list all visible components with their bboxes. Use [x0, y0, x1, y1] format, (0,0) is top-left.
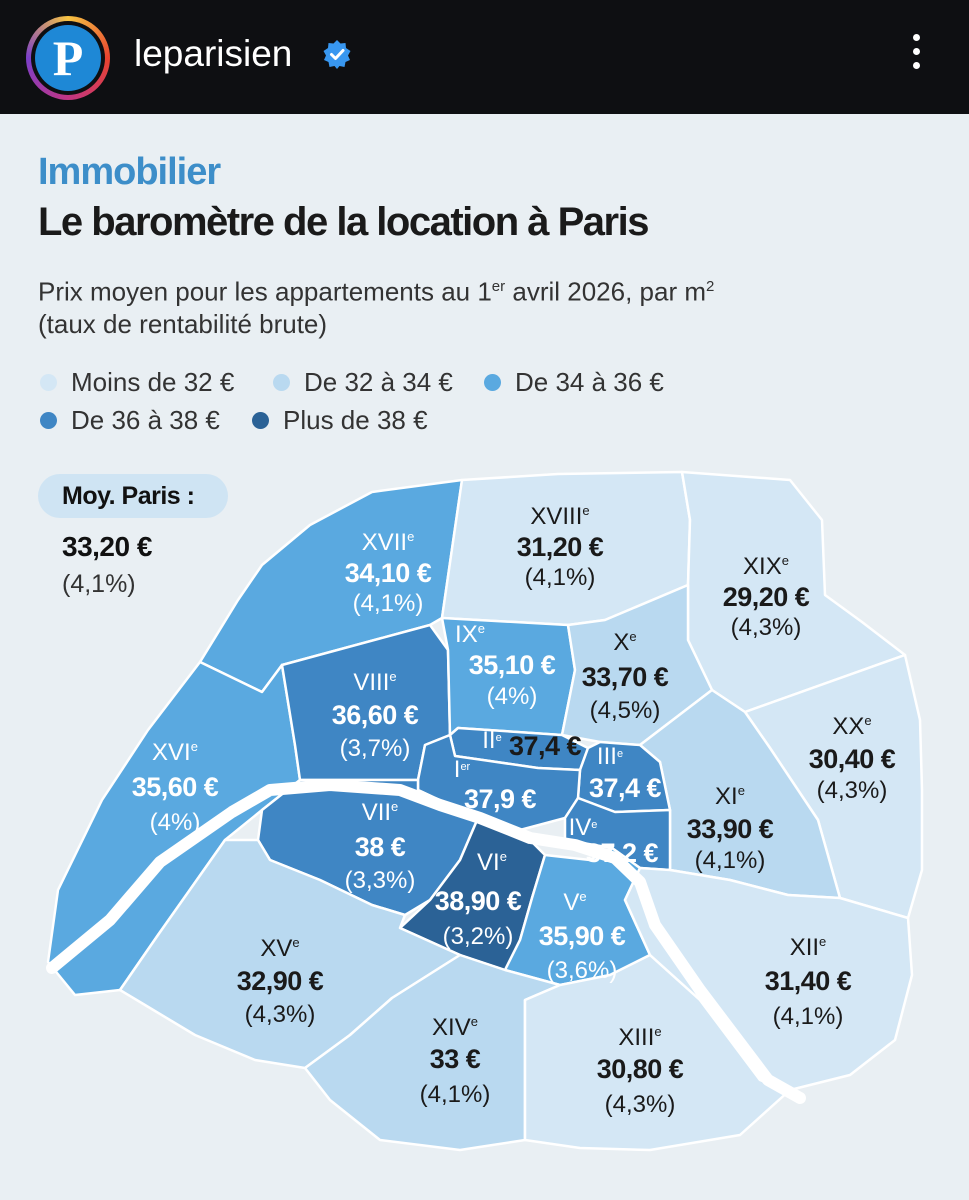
label-XIII: XIIIe 30,80 € (4,3%): [597, 1024, 684, 1118]
label-IX-values: 35,10 € (4%): [469, 650, 556, 710]
label-XV: XVe 32,90 € (4,3%): [237, 935, 324, 1028]
label-XI: XIe 33,90 € (4,1%): [687, 783, 774, 874]
legend-item-band4: De 36 à 38 €: [40, 404, 220, 436]
region-XIII: [523, 953, 792, 1152]
average-badge: [38, 474, 228, 518]
label-VI: VIe 38,90 € (3,2%): [435, 849, 522, 950]
label-IV: IVe 37,2 €: [569, 814, 659, 868]
legend-swatch: [40, 373, 57, 391]
label-XIX: XIXe 29,20 € (4,3%): [723, 553, 810, 641]
region-XIV: [303, 953, 562, 1152]
verified-badge-icon: [323, 40, 351, 69]
subtitle-line2: (taux de rentabilité brute): [38, 309, 328, 339]
post-header: P leparisien: [0, 0, 969, 114]
legend-item-band2: De 32 à 34 €: [273, 366, 453, 398]
label-VIII: VIIIe 36,60 € (3,7%): [332, 669, 419, 762]
page-title: Le baromètre de la location à Paris: [38, 200, 649, 244]
avatar[interactable]: P: [26, 16, 110, 100]
label-II: IIe 37,4 €: [482, 727, 581, 761]
label-III: IIIe 37,4 €: [589, 743, 662, 803]
username[interactable]: leparisien: [134, 33, 293, 74]
average-label: Moy. Paris :: [62, 482, 195, 510]
legend-item-band5: Plus de 38 €: [252, 404, 428, 436]
label-V: Ve 35,90 € (3,6%): [539, 889, 626, 984]
label-X: Xe 33,70 € (4,5%): [582, 629, 669, 724]
legend-item-band1: Moins de 32 €: [40, 366, 234, 398]
label-XII: XIIe 31,40 € (4,1%): [765, 934, 852, 1030]
average-price: 33,20 €: [62, 531, 152, 562]
label-XVII: XVIIe 34,10 € (4,1%): [345, 529, 432, 617]
more-options-icon[interactable]: [906, 34, 926, 74]
average-rate: (4,1%): [62, 570, 136, 598]
label-VII: VIIe 38 € (3,3%): [345, 799, 416, 894]
legend-swatch: [40, 411, 57, 429]
legend-swatch: [273, 373, 290, 391]
label-IX: IXe: [455, 621, 485, 648]
label-XVI: XVIe 35,60 € (4%): [132, 739, 219, 836]
seine-river: [46, 779, 806, 1104]
legend-swatch: [484, 373, 501, 391]
subtitle: Prix moyen pour les appartements au 1er …: [38, 276, 715, 307]
legend-swatch: [252, 411, 269, 429]
kicker: Immobilier: [38, 151, 221, 193]
legend-item-band3: De 34 à 36 €: [484, 366, 664, 398]
label-XX: XXe 30,40 € (4,3%): [809, 713, 896, 804]
avatar-logo: P: [35, 25, 101, 91]
label-XIV: XIVe 33 € (4,1%): [420, 1014, 491, 1108]
label-XVIII: XVIIIe 31,20 € (4,1%): [517, 503, 604, 591]
region-XII: [623, 866, 914, 1092]
label-I: Ier 37,9 €: [454, 756, 537, 814]
